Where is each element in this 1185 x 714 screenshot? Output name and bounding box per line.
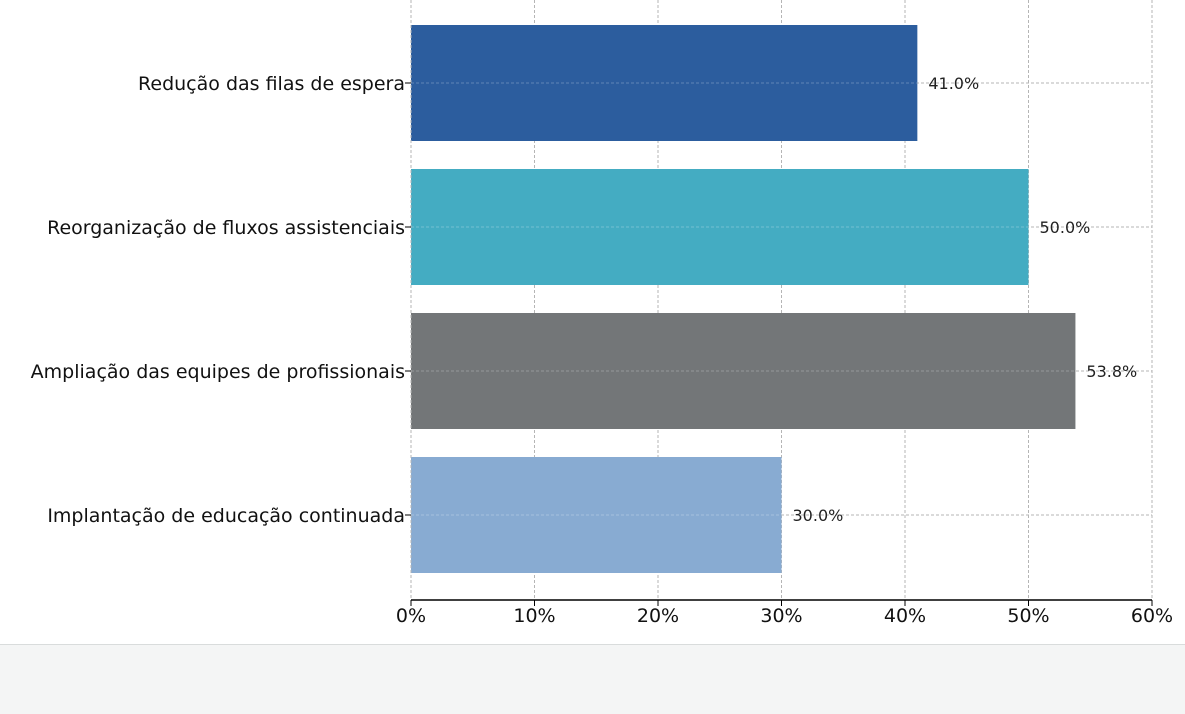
x-axis: 0% 10% 20% 30% 40% 50% 60%: [396, 0, 1173, 627]
data-label-1: 50.0%: [1040, 218, 1091, 237]
chart-area: 0% 10% 20% 30% 40% 50% 60% Redução das filas d…: [30, 0, 1174, 627]
category-label-0: Redução das filas de espera: [138, 73, 405, 95]
x-tick-label-3: 30%: [760, 605, 802, 627]
label-layer: Redução das filas de espera Reorganização…: [31, 73, 1138, 527]
data-label-2: 53.8%: [1086, 362, 1137, 381]
bar-1: [411, 169, 1029, 285]
data-label-0: 41.0%: [928, 74, 979, 93]
x-tick-label-4: 40%: [884, 605, 926, 627]
x-tick-label-2: 20%: [637, 605, 679, 627]
bar-3: [411, 457, 782, 573]
bar-chart: 0% 10% 20% 30% 40% 50% 60% Redução das filas d…: [31, 0, 1173, 627]
category-label-1: Reorganização de fluxos assistenciais: [47, 217, 405, 239]
footer-band: [0, 644, 1185, 714]
x-tick-label-1: 10%: [513, 605, 555, 627]
category-label-3: Implantação de educação continuada: [47, 505, 405, 527]
bar-2: [411, 313, 1076, 429]
data-label-3: 30.0%: [793, 506, 844, 525]
category-label-2: Ampliação das equipes de profissionais: [31, 361, 405, 383]
x-tick-label-5: 50%: [1007, 605, 1049, 627]
x-tick-label-0: 0%: [396, 605, 426, 627]
bar-layer: [411, 25, 1076, 573]
bar-0: [411, 25, 918, 141]
x-tick-label-6: 60%: [1131, 605, 1173, 627]
